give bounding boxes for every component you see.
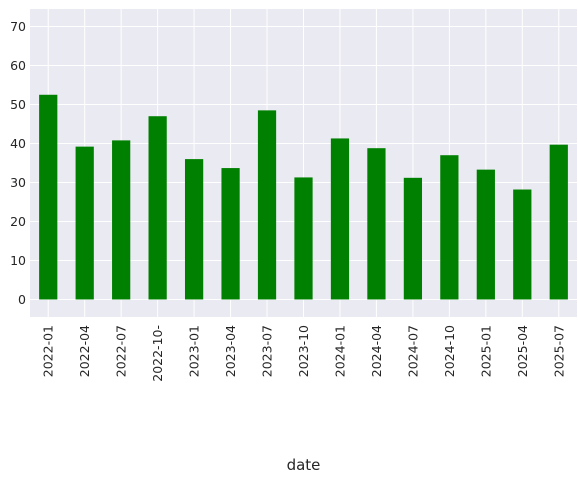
x-tick-label: 2024-04 — [369, 325, 384, 377]
bar — [330, 138, 350, 300]
y-axis-ticks: 0 10 20 30 40 50 60 70 — [10, 19, 26, 307]
y-tick-label: 50 — [10, 97, 26, 112]
x-tick-label: 2023-01 — [187, 325, 202, 377]
bar — [367, 148, 386, 300]
y-tick-label: 30 — [10, 175, 26, 190]
y-tick-label: 40 — [10, 136, 26, 151]
y-tick-label: 60 — [10, 58, 26, 73]
bar — [440, 155, 459, 300]
x-tick-label: 2023-04 — [223, 325, 238, 377]
bar — [75, 146, 94, 300]
bar — [549, 144, 568, 300]
x-tick-label: 2023-07 — [260, 325, 275, 377]
bar — [221, 168, 240, 300]
bar — [257, 110, 277, 300]
x-tick-label: 2024-10 — [442, 325, 457, 377]
y-tick-label: 10 — [10, 253, 26, 268]
y-tick-label: 20 — [10, 214, 26, 229]
x-tick-label: 2022-10- — [150, 325, 165, 382]
bar — [513, 189, 532, 300]
x-tick-label: 2024-07 — [405, 325, 420, 377]
x-tick-label: 2023-10 — [296, 325, 311, 377]
x-axis-title: date — [287, 456, 321, 474]
y-tick-label: 0 — [18, 292, 26, 307]
y-tick-label: 70 — [10, 19, 26, 34]
bar — [476, 169, 495, 300]
bar — [148, 116, 167, 300]
x-tick-label: 2025-04 — [515, 325, 530, 377]
x-tick-label: 2022-01 — [41, 325, 56, 377]
x-axis-ticks: 2022-01 2022-04 2022-07 2022-10- 2023-01 2023… — [41, 325, 567, 382]
bar — [39, 94, 58, 300]
bar — [184, 159, 204, 300]
bars — [39, 94, 568, 300]
x-tick-label: 2022-04 — [77, 325, 92, 377]
x-tick-label: 2024-01 — [332, 325, 347, 377]
bar — [403, 177, 423, 300]
x-tick-label: 2022-07 — [114, 325, 129, 377]
x-tick-label: 2025-07 — [551, 325, 566, 377]
x-tick-label: 2025-01 — [478, 325, 493, 377]
bar — [112, 140, 131, 300]
bar — [294, 177, 313, 300]
